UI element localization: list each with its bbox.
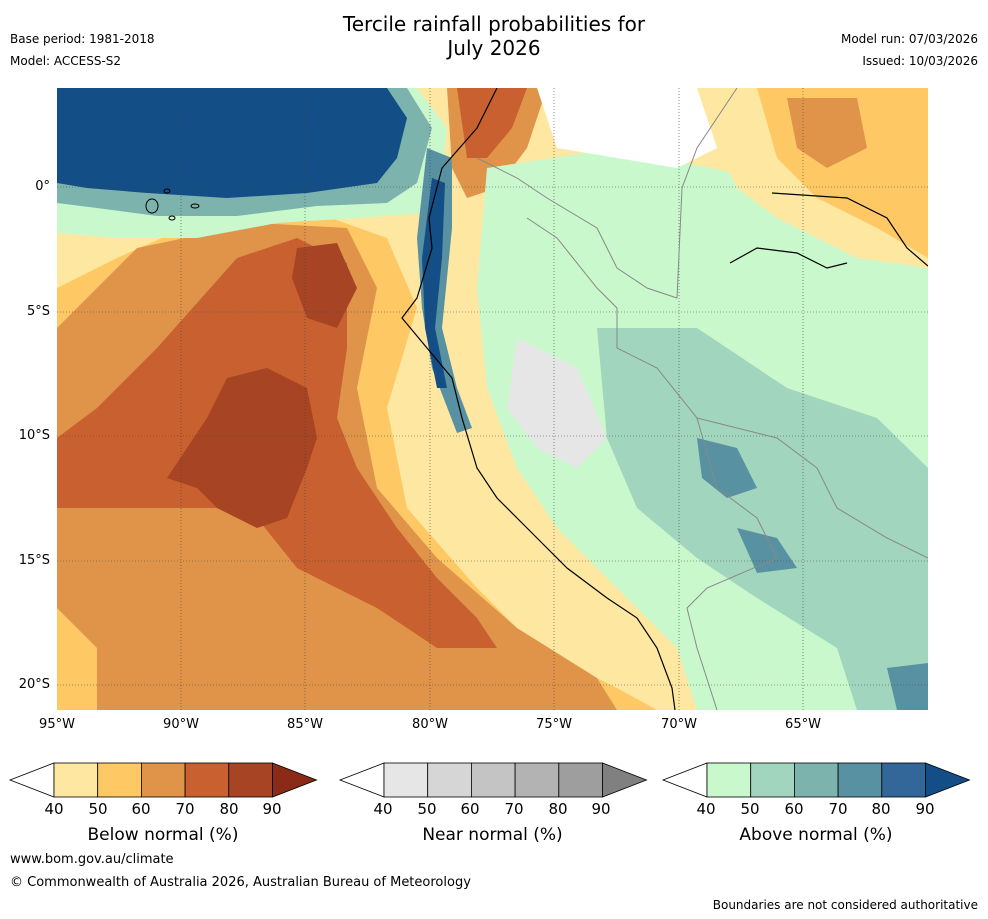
base-period: Base period: 1981-2018 xyxy=(10,32,155,46)
above-normal-cbar-segment xyxy=(794,762,839,798)
galapagos-islands xyxy=(145,188,200,221)
below-normal-cbar-high-arrow xyxy=(272,762,318,798)
above-normal-70-land xyxy=(697,438,928,710)
lat-label: 15°S xyxy=(18,553,50,568)
model-name: Model: ACCESS-S2 xyxy=(10,54,122,68)
copyright: © Commonwealth of Australia 2026, Austra… xyxy=(10,875,471,890)
near-normal-white-north xyxy=(537,88,757,168)
near-normal-cbar-segment xyxy=(558,762,603,798)
above-normal-cbar-segment xyxy=(750,762,795,798)
above-normal-90-nw xyxy=(57,88,407,198)
above-normal-cbar-low-arrow xyxy=(661,762,708,798)
above-normal-60-land xyxy=(597,328,928,710)
meta-right: Model run: 07/03/2026 Issued: 10/03/2026 xyxy=(841,28,978,72)
near-normal-cbar-segment xyxy=(514,762,560,798)
above-normal-title: Above normal (%) xyxy=(739,825,893,845)
above-tick: 40 xyxy=(696,800,716,818)
above-tick: 80 xyxy=(871,800,891,818)
near-tick: 90 xyxy=(591,800,611,818)
lat-label: 5°S xyxy=(26,304,50,319)
lat-label: 10°S xyxy=(18,428,50,443)
near-tick: 70 xyxy=(504,800,524,818)
near-normal-cbar-segment xyxy=(470,762,516,798)
below-normal-ne-70 xyxy=(787,98,867,168)
colorbars-svg xyxy=(8,762,971,798)
above-tick: 70 xyxy=(828,800,848,818)
below-tick: 40 xyxy=(44,800,64,818)
near-tick: 60 xyxy=(460,800,480,818)
disclaimer: Boundaries are not considered authoritat… xyxy=(712,898,978,912)
lon-label: 90°W xyxy=(163,717,199,732)
near-tick: 40 xyxy=(373,800,393,818)
above-normal-cbar-segment xyxy=(881,762,926,798)
probability-map xyxy=(57,88,928,710)
near-normal-cbar-segment xyxy=(427,762,472,798)
lon-label: 65°W xyxy=(785,717,821,732)
below-tick: 80 xyxy=(219,800,239,818)
above-normal-cbar-segment xyxy=(706,762,752,798)
above-normal-cbar-segment xyxy=(837,762,883,798)
lon-label: 95°W xyxy=(39,717,75,732)
meta-left: Base period: 1981-2018 Model: ACCESS-S2 xyxy=(10,28,155,72)
above-tick: 90 xyxy=(915,800,935,818)
coastline xyxy=(401,88,676,710)
below-normal-cbar-segment xyxy=(140,762,186,798)
country-borders xyxy=(476,88,928,710)
below-normal-80-region xyxy=(167,243,357,528)
below-normal-70-colombia xyxy=(457,88,527,158)
model-run: Model run: 07/03/2026 xyxy=(840,32,978,46)
below-tick: 60 xyxy=(131,800,151,818)
near-normal-grey-peru xyxy=(507,338,607,468)
below-tick: 50 xyxy=(88,800,108,818)
below-normal-cbar-segment xyxy=(228,762,273,798)
issued-date: Issued: 10/03/2026 xyxy=(862,54,978,68)
near-normal-cbar-segment xyxy=(383,762,429,798)
north-coast xyxy=(729,247,848,269)
map-svg xyxy=(57,88,928,710)
near-tick: 80 xyxy=(548,800,568,818)
graticule xyxy=(57,88,928,710)
above-normal-90-coast xyxy=(422,178,447,388)
lon-label: 85°W xyxy=(287,717,323,732)
below-tick: 70 xyxy=(175,800,195,818)
lat-label: 0° xyxy=(35,179,50,194)
chart-title: Tercile rainfall probabilities for July … xyxy=(0,12,988,60)
lon-label: 80°W xyxy=(412,717,448,732)
above-tick: 50 xyxy=(740,800,760,818)
above-tick: 60 xyxy=(784,800,804,818)
below-normal-cbar-segment xyxy=(97,762,142,798)
lat-label: 20°S xyxy=(18,677,50,692)
website-link[interactable]: www.bom.gov.au/climate xyxy=(10,852,174,867)
below-normal-cbar-segment xyxy=(184,762,230,798)
title-line-1: Tercile rainfall probabilities for xyxy=(342,12,646,36)
near-normal-cbar-low-arrow xyxy=(338,762,385,798)
near-normal-cbar-high-arrow xyxy=(602,762,648,798)
below-tick: 90 xyxy=(262,800,282,818)
near-tick: 50 xyxy=(417,800,437,818)
below-normal-cbar-low-arrow xyxy=(8,762,55,798)
near-normal-title: Near normal (%) xyxy=(422,825,563,845)
caribbean-coast xyxy=(771,192,928,267)
above-normal-cbar-high-arrow xyxy=(925,762,971,798)
below-normal-title: Below normal (%) xyxy=(87,825,239,845)
lon-label: 70°W xyxy=(661,717,697,732)
below-normal-cbar-segment xyxy=(53,762,99,798)
title-line-2: July 2026 xyxy=(447,36,541,60)
lon-label: 75°W xyxy=(536,717,572,732)
